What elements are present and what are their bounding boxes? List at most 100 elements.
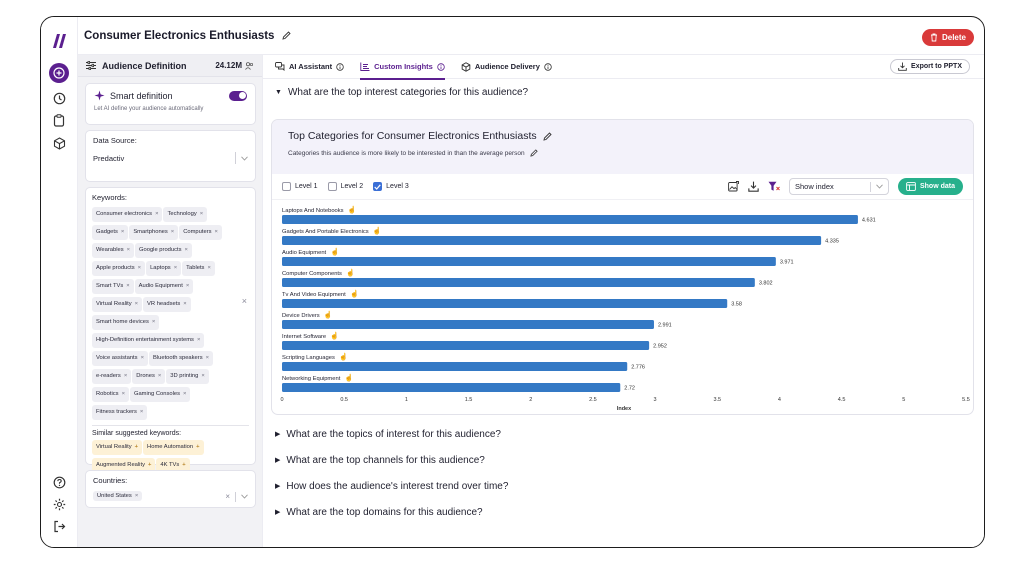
index-select[interactable]: Show index xyxy=(788,178,889,195)
x-tick-label: 5.5 xyxy=(962,397,970,403)
suggested-keyword-chip[interactable]: Augmented Reality + xyxy=(92,458,156,473)
keyword-tag[interactable]: Consumer electronics × xyxy=(92,207,163,222)
remove-keyword-icon[interactable]: × xyxy=(196,337,201,343)
download-icon[interactable] xyxy=(748,181,759,192)
remove-keyword-icon[interactable]: × xyxy=(214,229,218,235)
keyword-tag[interactable]: Laptops × xyxy=(146,261,182,276)
remove-keyword-icon[interactable]: × xyxy=(139,409,144,415)
keyword-tag[interactable]: Audio Equipment × xyxy=(134,279,194,294)
remove-keyword-icon[interactable]: × xyxy=(123,373,128,379)
remove-keyword-icon[interactable]: × xyxy=(120,229,125,235)
remove-keyword-icon[interactable]: × xyxy=(157,373,162,379)
settings-icon[interactable] xyxy=(50,495,68,513)
history-icon[interactable] xyxy=(50,89,68,107)
remove-keyword-icon[interactable]: × xyxy=(151,319,156,325)
question-interest-trend[interactable]: ▶ How does the audience's interest trend … xyxy=(263,473,984,499)
remove-keyword-icon[interactable]: × xyxy=(155,211,159,217)
chevron-down-icon[interactable] xyxy=(241,494,248,499)
clear-countries-icon[interactable]: × xyxy=(225,492,230,501)
keyword-tag[interactable]: Apple products × xyxy=(92,261,146,276)
remove-keyword-icon[interactable]: × xyxy=(207,265,211,271)
filter-icon[interactable] xyxy=(768,181,780,192)
question-top-domains[interactable]: ▶ What are the top domains for this audie… xyxy=(263,499,984,525)
level-1-checkbox[interactable]: Level 1 xyxy=(282,182,318,191)
keyword-tag[interactable]: Smart home devices × xyxy=(92,315,160,330)
keyword-tag[interactable]: Technology × xyxy=(163,207,208,222)
bar xyxy=(282,278,755,287)
smart-definition-toggle[interactable] xyxy=(229,90,247,101)
delete-button[interactable]: Delete xyxy=(921,29,974,46)
keyword-tag[interactable]: Smart TVs × xyxy=(92,279,134,294)
show-data-button[interactable]: Show data xyxy=(897,178,963,195)
keyword-tag[interactable]: Voice assistants × xyxy=(92,351,148,366)
x-tick-label: 1 xyxy=(405,397,408,403)
remove-keyword-icon[interactable]: × xyxy=(137,265,142,271)
level-2-checkbox[interactable]: Level 2 xyxy=(327,182,363,191)
remove-keyword-icon[interactable]: × xyxy=(183,301,187,307)
logout-icon[interactable] xyxy=(50,517,68,535)
keywords-label: Keywords: xyxy=(92,193,128,202)
keyword-tag[interactable]: Computers × xyxy=(179,225,222,240)
keyword-tag[interactable]: Robotics × xyxy=(92,387,129,402)
hand-pointer-icon: ☝ xyxy=(348,205,357,214)
keyword-tag[interactable]: High-Definition entertainment systems × xyxy=(92,333,205,348)
add-keyword-icon[interactable]: + xyxy=(182,462,186,468)
keyword-tag[interactable]: Gadgets × xyxy=(92,225,129,240)
remove-keyword-icon[interactable]: × xyxy=(205,355,209,361)
level-3-checkbox[interactable]: Level 3 xyxy=(373,182,409,191)
add-icon[interactable] xyxy=(49,63,69,83)
keyword-tag[interactable]: Tablets × xyxy=(182,261,215,276)
tab-custom-insights[interactable]: Custom Insights xyxy=(360,55,445,80)
keyword-tag[interactable]: Virtual Reality × xyxy=(92,297,143,312)
suggested-keyword-chip[interactable]: 4K TVs + xyxy=(156,458,190,473)
help-icon[interactable] xyxy=(50,473,68,491)
keyword-tag[interactable]: e-readers × xyxy=(92,369,132,384)
remove-keyword-icon[interactable]: × xyxy=(173,265,178,271)
export-pptx-button[interactable]: Export to PPTX xyxy=(890,59,970,74)
image-export-icon[interactable] xyxy=(728,181,739,192)
keyword-tag[interactable]: Smartphones × xyxy=(129,225,179,240)
value-label: 2.72 xyxy=(624,386,635,392)
clear-keywords-icon[interactable]: × xyxy=(241,296,247,306)
remove-keyword-icon[interactable]: × xyxy=(170,229,175,235)
edit-icon[interactable] xyxy=(543,131,552,141)
data-source-select[interactable]: Predactiv xyxy=(93,152,248,164)
question-top-interest-categories[interactable]: ▼ What are the top interest categories f… xyxy=(263,79,984,105)
country-tag[interactable]: United States × xyxy=(93,491,143,501)
keyword-tag[interactable]: 3D printing × xyxy=(166,369,209,384)
value-label: 4.335 xyxy=(825,239,839,245)
add-keyword-icon[interactable]: + xyxy=(147,462,152,468)
keyword-tag[interactable]: Google products × xyxy=(135,243,192,258)
suggested-keyword-chip[interactable]: Virtual Reality + xyxy=(92,440,143,455)
suggested-keyword-chip[interactable]: Home Automation + xyxy=(143,440,204,455)
keyword-tag[interactable]: VR headsets × xyxy=(143,297,191,312)
remove-keyword-icon[interactable]: × xyxy=(134,301,139,307)
keyword-tag[interactable]: Wearables × xyxy=(92,243,134,258)
tab-ai-assistant[interactable]: AI Assistant xyxy=(275,55,344,79)
clipboard-icon[interactable] xyxy=(50,111,68,129)
cube-icon[interactable] xyxy=(50,134,68,152)
remove-keyword-icon[interactable]: × xyxy=(126,247,130,253)
remove-keyword-icon[interactable]: × xyxy=(126,283,130,289)
remove-keyword-icon[interactable]: × xyxy=(185,283,190,289)
edit-icon[interactable] xyxy=(530,149,538,157)
remove-keyword-icon[interactable]: × xyxy=(121,391,125,397)
remove-keyword-icon[interactable]: × xyxy=(184,247,188,253)
tab-audience-delivery[interactable]: Audience Delivery xyxy=(461,55,552,79)
keyword-tag[interactable]: Drones × xyxy=(132,369,166,384)
keyword-tag[interactable]: Gaming Consoles × xyxy=(129,387,191,402)
keyword-tag[interactable]: Bluetooth speakers × xyxy=(148,351,213,366)
question-topics-of-interest[interactable]: ▶ What are the topics of interest for thi… xyxy=(263,421,984,447)
remove-keyword-icon[interactable]: × xyxy=(201,373,205,379)
keyword-tag[interactable]: Fitness trackers × xyxy=(92,405,148,420)
remove-keyword-icon[interactable]: × xyxy=(199,211,204,217)
add-keyword-icon[interactable]: + xyxy=(196,444,200,450)
remove-keyword-icon[interactable]: × xyxy=(140,355,144,361)
add-keyword-icon[interactable]: + xyxy=(134,444,139,450)
edit-title-icon[interactable] xyxy=(282,31,292,40)
top-categories-panel: Top Categories for Consumer Electronics … xyxy=(271,119,974,415)
hand-pointer-icon: ☝ xyxy=(373,226,382,235)
category-label: Networking Equipment xyxy=(282,376,341,382)
question-top-channels[interactable]: ▶ What are the top channels for this audi… xyxy=(263,447,984,473)
remove-keyword-icon[interactable]: × xyxy=(183,391,187,397)
